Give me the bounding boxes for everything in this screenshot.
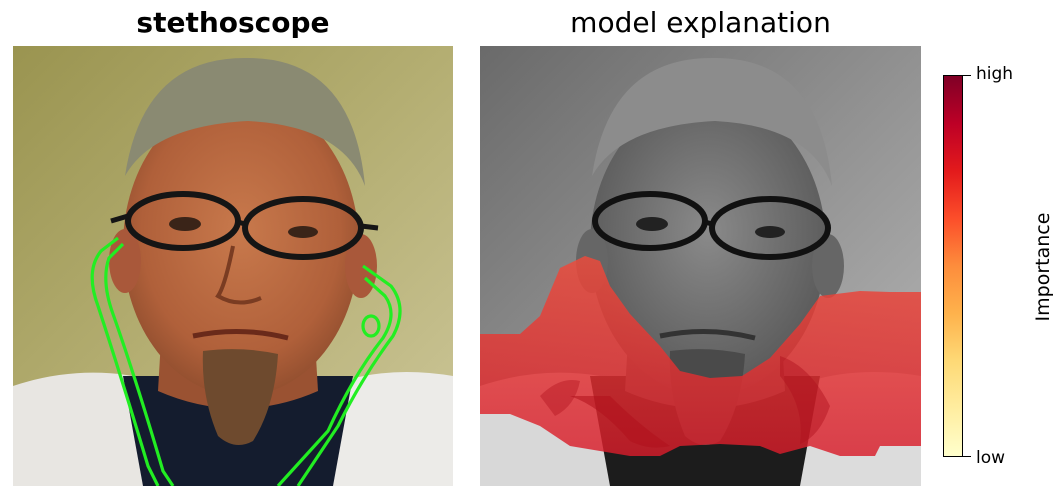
colorbar-tick-high (963, 75, 971, 76)
colorbar-tick-low (963, 456, 971, 457)
colorbar-high-label: high (976, 64, 1014, 84)
importance-colorbar (943, 75, 963, 457)
colorbar-axis-label: Importance (1032, 212, 1053, 322)
right-panel-title: model explanation (570, 6, 831, 39)
left-panel-title: stethoscope (136, 6, 330, 39)
explanation-heatmap (480, 46, 921, 486)
photo-with-stethoscope-outline (13, 46, 453, 486)
colorbar-low-label: low (976, 448, 1006, 468)
